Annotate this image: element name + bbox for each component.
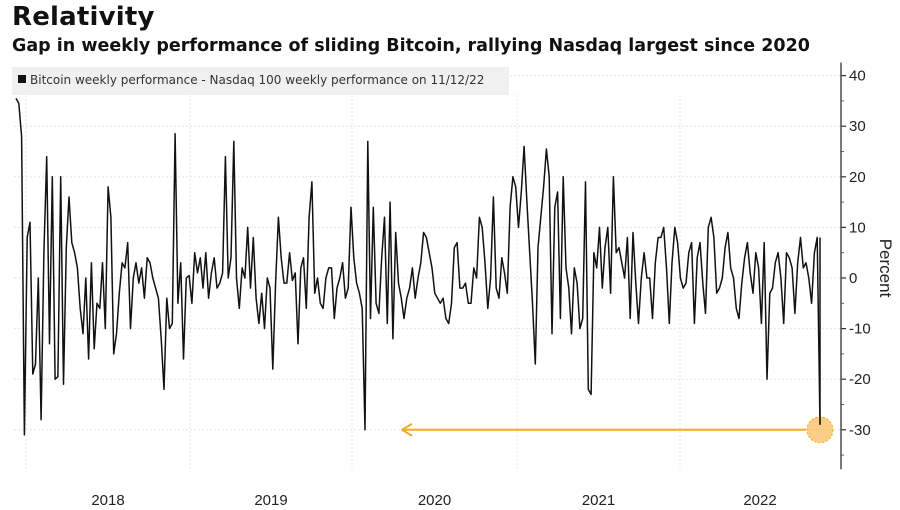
legend-background bbox=[12, 67, 509, 95]
series-line bbox=[15, 98, 821, 436]
y-tick-label: 10 bbox=[849, 219, 866, 236]
y-tick-label: 40 bbox=[849, 68, 866, 85]
x-tick-label: 2018 bbox=[91, 492, 124, 509]
y-tick-label: 0 bbox=[849, 270, 857, 287]
y-tick-label: 30 bbox=[849, 118, 866, 135]
y-tick-label: -10 bbox=[849, 321, 871, 338]
legend: Bitcoin weekly performance - Nasdaq 100 … bbox=[12, 67, 509, 95]
y-axis-title: Percent bbox=[876, 239, 895, 298]
chart-title: Relativity bbox=[12, 2, 155, 32]
y-tick-label: -20 bbox=[849, 371, 871, 388]
series-layer bbox=[15, 98, 821, 436]
x-tick-label: 2020 bbox=[418, 492, 451, 509]
y-tick-label: 20 bbox=[849, 169, 866, 186]
legend-label: Bitcoin weekly performance - Nasdaq 100 … bbox=[30, 73, 484, 87]
annotation-arrow-head bbox=[401, 422, 413, 437]
y-axis: 40 30 20 10 0 -10 -20 -30 bbox=[840, 62, 871, 470]
x-tick-label: 2022 bbox=[743, 492, 776, 509]
annotation-layer bbox=[401, 237, 834, 444]
x-tick-label: 2019 bbox=[254, 492, 287, 509]
y-tick-label: -30 bbox=[849, 422, 871, 439]
x-axis: 2018 2019 2020 2021 2022 bbox=[91, 492, 776, 509]
x-tick-label: 2021 bbox=[582, 492, 615, 509]
chart-subtitle: Gap in weekly performance of sliding Bit… bbox=[12, 36, 810, 56]
legend-swatch bbox=[18, 75, 26, 83]
